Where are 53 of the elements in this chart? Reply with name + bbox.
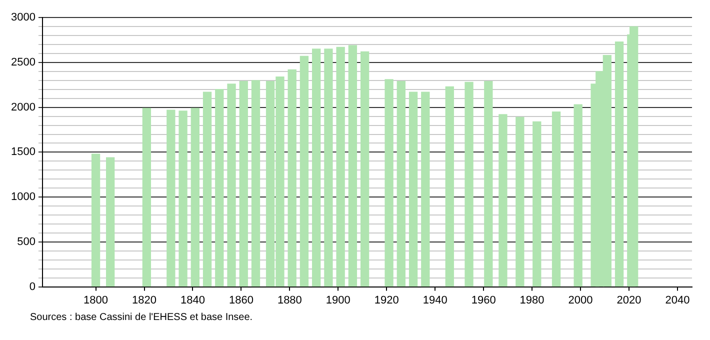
y-tick-label: 2000: [10, 101, 36, 114]
bar: [484, 80, 493, 287]
bar: [202, 92, 212, 287]
x-tick-label: 1880: [277, 294, 302, 306]
x-tick-label: 2040: [665, 294, 690, 306]
bar: [360, 51, 370, 287]
bar: [464, 82, 474, 287]
bar: [336, 46, 345, 287]
bar: [190, 108, 200, 287]
y-tick-label: 1000: [10, 191, 36, 204]
bar: [178, 110, 188, 287]
bar: [91, 154, 100, 287]
x-tick-label: 1840: [180, 294, 205, 306]
x-tick-label: 2020: [616, 294, 642, 306]
bar: [300, 56, 309, 287]
x-tick-label: 2000: [568, 294, 593, 306]
bar: [498, 114, 508, 287]
bar: [227, 84, 236, 287]
x-tick-label: 1800: [84, 294, 108, 306]
bar: [288, 69, 296, 287]
bar: [516, 116, 524, 287]
x-tick-label: 1960: [471, 294, 496, 306]
bar: [614, 42, 624, 287]
x-tick-label: 1920: [374, 294, 399, 306]
bar: [408, 92, 418, 287]
x-tick-label: 1820: [132, 294, 157, 306]
bar: [552, 111, 561, 287]
bar: [324, 48, 333, 287]
bar: [251, 80, 260, 287]
bar: [348, 45, 358, 287]
bar: [239, 80, 248, 287]
bar: [384, 79, 394, 287]
y-tick-label: 3000: [10, 12, 36, 24]
bar: [166, 110, 176, 287]
y-tick-label: 0: [29, 280, 36, 293]
y-tick-label: 2500: [10, 56, 36, 68]
bar: [142, 108, 152, 287]
bar: [630, 26, 638, 287]
bar: [396, 80, 406, 287]
source-note: Sources : base Cassini de l'EHESS et base Insee.: [30, 312, 254, 323]
bar: [215, 89, 224, 287]
bar: [312, 48, 321, 287]
bar: [445, 86, 454, 287]
bar: [574, 104, 582, 287]
x-tick-label: 1900: [326, 294, 350, 306]
bar: [106, 157, 115, 287]
x-tick-label: 1980: [520, 294, 544, 306]
x-tick-label: 1860: [228, 294, 254, 306]
y-tick-label: 1500: [10, 146, 36, 158]
x-tick-label: 1940: [422, 294, 448, 306]
bar: [421, 92, 430, 287]
bar: [532, 121, 542, 287]
y-tick-label: 500: [17, 236, 36, 248]
